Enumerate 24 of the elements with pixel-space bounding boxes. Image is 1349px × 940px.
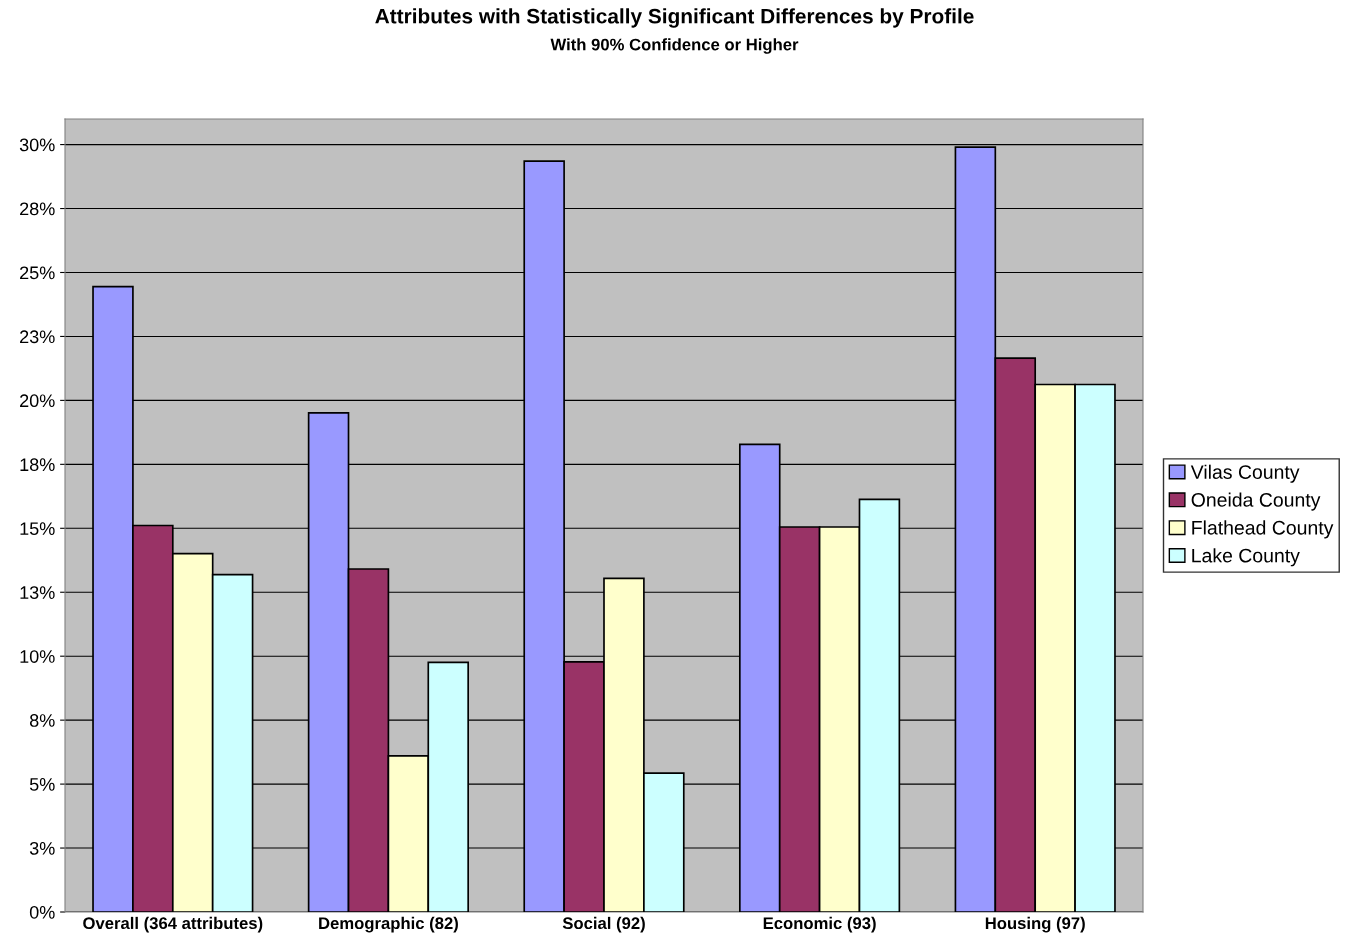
legend-label: Flathead County <box>1192 520 1334 539</box>
y-tick-label: 0% <box>29 905 55 919</box>
y-tick-label: 20% <box>20 394 55 408</box>
y-tick-label: 5% <box>29 778 55 791</box>
y-tick-label: 13% <box>20 586 55 599</box>
y-tick-label: 23% <box>20 330 55 344</box>
y-tick-label: 18% <box>20 458 55 472</box>
x-tick-label: Housing (97) <box>985 916 1085 933</box>
y-tick-label: 3% <box>29 841 55 855</box>
legend-label: Lake County <box>1192 548 1300 567</box>
y-tick-label: 30% <box>19 138 55 152</box>
y-tick-label: 8% <box>29 714 55 727</box>
chart-title: Attributes with Statistically Significant Differences by Profile <box>375 8 974 28</box>
y-tick-label: 28% <box>20 202 55 216</box>
y-tick-label: 25% <box>20 266 55 280</box>
x-tick-label: Overall (364 attributes) <box>83 916 263 933</box>
chart-subtitle: With 90% Confidence or Higher <box>550 38 799 54</box>
y-tick-label: 15% <box>20 522 55 536</box>
x-tick-label: Demographic (82) <box>319 916 458 933</box>
legend-label: Vilas County <box>1190 464 1300 483</box>
legend-label: Oneida County <box>1191 492 1321 511</box>
y-tick-label: 10% <box>20 650 55 663</box>
x-tick-label: Economic (93) <box>763 916 876 933</box>
x-tick-label: Social (92) <box>562 916 645 933</box>
